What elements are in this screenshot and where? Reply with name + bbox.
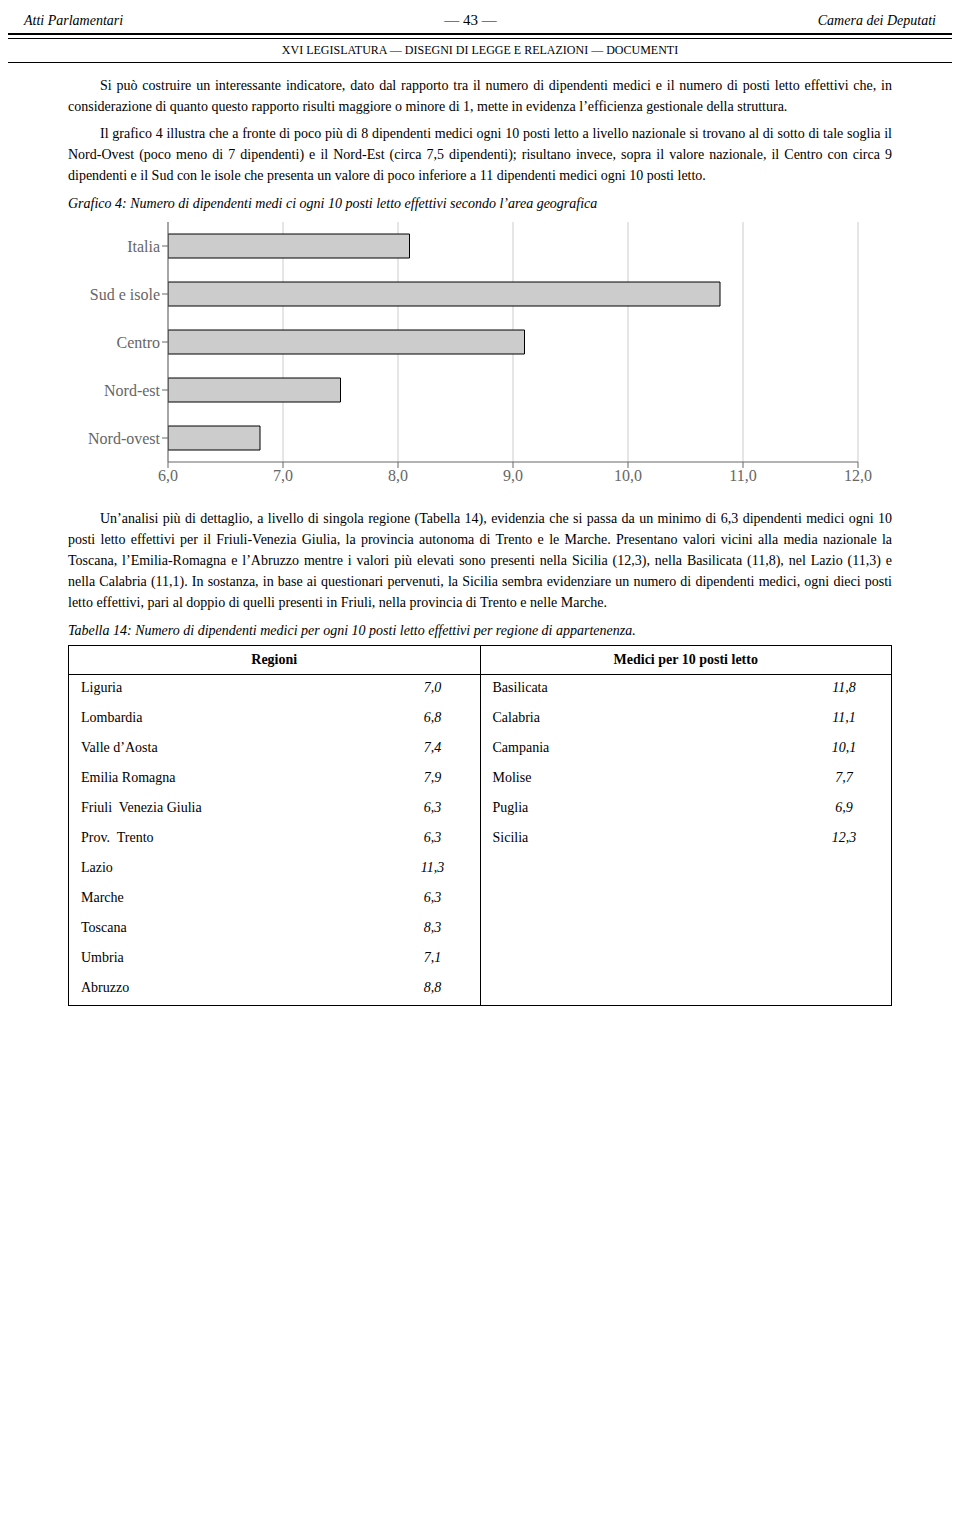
html-text:Regioni: Regioni bbox=[251, 652, 298, 667]
html-text:6,3: 6,3 bbox=[423, 800, 442, 815]
html-text:Grafico 4: Numero di dipendent: Grafico 4: Numero di dipendenti medi ci … bbox=[68, 196, 598, 211]
html-text:Tabella 14: Numero di dipenden: Tabella 14: Numero di dipendenti medici … bbox=[68, 623, 636, 638]
html-text:7,9: 7,9 bbox=[423, 770, 442, 785]
html-text:Basilicata: Basilicata bbox=[492, 680, 548, 695]
html-text:Marche: Marche bbox=[81, 890, 124, 905]
html-text:7,4: 7,4 bbox=[423, 740, 442, 755]
html-text:6,3: 6,3 bbox=[423, 890, 442, 905]
html-text:8,8: 8,8 bbox=[423, 980, 442, 995]
svg-text:9,0: 9,0 bbox=[503, 467, 523, 484]
svg-text:Italia: Italia bbox=[127, 238, 160, 255]
html-text:Molise: Molise bbox=[492, 770, 532, 785]
html-text:Calabria: Calabria bbox=[492, 710, 540, 725]
html-text:7,7: 7,7 bbox=[835, 770, 853, 785]
html-text:Si può costruire un interessan: Si può costruire un interessante indicat… bbox=[68, 78, 892, 114]
svg-text:11,0: 11,0 bbox=[729, 467, 756, 484]
svg-text:12,0: 12,0 bbox=[844, 467, 872, 484]
html-text:12,3: 12,3 bbox=[831, 830, 857, 845]
html-text:XVI LEGISLATURA — DISEGNI DI L: XVI LEGISLATURA — DISEGNI DI LEGGE E REL… bbox=[281, 43, 679, 57]
html-text:8,3: 8,3 bbox=[423, 920, 442, 935]
html-text:11,8: 11,8 bbox=[832, 680, 856, 695]
html-text:6,8: 6,8 bbox=[423, 710, 442, 725]
html-text:Lombardia: Lombardia bbox=[81, 710, 143, 725]
html-text:Emilia Romagna: Emilia Romagna bbox=[81, 770, 176, 785]
html-text:Lazio: Lazio bbox=[81, 860, 113, 875]
html-text:6,9: 6,9 bbox=[835, 800, 853, 815]
svg-text:7,0: 7,0 bbox=[273, 467, 293, 484]
html-text:11,1: 11,1 bbox=[832, 710, 856, 725]
html-text:Prov. Trento: Prov. Trento bbox=[81, 830, 154, 845]
svg-text:6,0: 6,0 bbox=[158, 467, 178, 484]
html-text:Umbria: Umbria bbox=[81, 950, 124, 965]
html-text:Camera dei Deputati: Camera dei Deputati bbox=[817, 12, 936, 28]
html-text:7,0: 7,0 bbox=[423, 680, 442, 695]
svg-text:Sud e isole: Sud e isole bbox=[90, 286, 160, 303]
html-text:Toscana: Toscana bbox=[81, 920, 127, 935]
html-text:Un’analisi più di dettaglio, a: Un’analisi più di dettaglio, a livello d… bbox=[68, 511, 892, 610]
svg-text:8,0: 8,0 bbox=[388, 467, 408, 484]
html-text:11,3: 11,3 bbox=[420, 860, 445, 875]
html-text:— 43 —: — 43 — bbox=[444, 12, 497, 28]
svg-text:Nord-est: Nord-est bbox=[104, 382, 161, 399]
html-text:Valle d’Aosta: Valle d’Aosta bbox=[81, 740, 158, 755]
html-text:Il grafico 4 illustra che a fr: Il grafico 4 illustra che a fronte di po… bbox=[68, 126, 892, 183]
svg-text:10,0: 10,0 bbox=[614, 467, 642, 484]
html-text:Friuli Venezia Giulia: Friuli Venezia Giulia bbox=[81, 800, 202, 815]
html-text:7,1: 7,1 bbox=[423, 950, 442, 965]
html-text:Puglia: Puglia bbox=[492, 800, 529, 815]
html-text:Atti Parlamentari: Atti Parlamentari bbox=[24, 12, 124, 28]
html-text:6,3: 6,3 bbox=[423, 830, 442, 845]
svg-text:Nord-ovest: Nord-ovest bbox=[88, 430, 161, 447]
html-text:Medici per 10 posti letto: Medici per 10 posti letto bbox=[613, 652, 758, 667]
html-text:Abruzzo: Abruzzo bbox=[81, 980, 130, 995]
html-text:Sicilia: Sicilia bbox=[492, 830, 529, 845]
html-text:10,1: 10,1 bbox=[831, 740, 857, 755]
html-text:Campania: Campania bbox=[492, 740, 550, 755]
html-text:Liguria: Liguria bbox=[81, 680, 123, 695]
svg-text:Centro: Centro bbox=[116, 334, 160, 351]
